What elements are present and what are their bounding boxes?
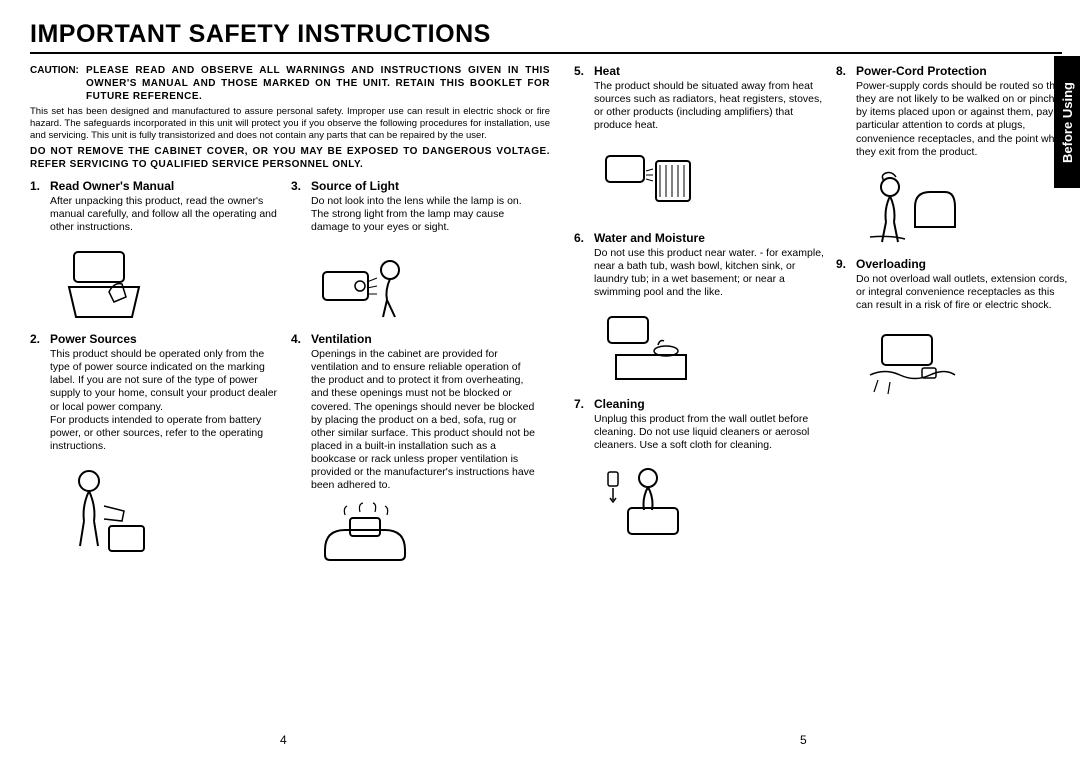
- col-3-4: 3.Source of Light Do not look into the l…: [291, 179, 538, 581]
- item5-num: 5.: [574, 64, 594, 78]
- item9-body: Do not overload wall outlets, extension …: [856, 273, 1071, 312]
- caution-block: CAUTION: PLEASE READ AND OBSERVE ALL WAR…: [30, 64, 550, 580]
- col-1-2: 1.Read Owner's Manual After unpacking th…: [30, 179, 279, 581]
- item9-num: 9.: [836, 257, 856, 271]
- item7-body: Unplug this product from the wall outlet…: [594, 413, 824, 452]
- item1-body: After unpacking this product, read the o…: [50, 195, 279, 234]
- page-title: IMPORTANT SAFETY INSTRUCTIONS: [30, 20, 1062, 54]
- item3-title: Source of Light: [311, 179, 399, 193]
- page-number-right: 5: [800, 733, 807, 747]
- item5-illustration: [598, 141, 698, 221]
- item5-body: The product should be situated away from…: [594, 80, 824, 133]
- item8-illustration: [860, 167, 960, 247]
- page-number-left: 4: [280, 733, 287, 747]
- section-tab: Before Using: [1054, 56, 1080, 188]
- item4-illustration: [315, 500, 415, 570]
- caution-label: CAUTION:: [30, 64, 86, 77]
- item4-title: Ventilation: [311, 332, 372, 346]
- section-tab-label: Before Using: [1060, 82, 1075, 163]
- intro-text: This set has been designed and manufactu…: [30, 106, 550, 142]
- item3-body: Do not look into the lens while the lamp…: [311, 195, 538, 234]
- item3-num: 3.: [291, 179, 311, 193]
- item7-illustration: [598, 460, 698, 540]
- caution-body: PLEASE READ AND OBSERVE ALL WARNINGS AND…: [86, 64, 550, 103]
- warning-text: DO NOT REMOVE THE CABINET COVER, OR YOU …: [30, 145, 550, 171]
- item3-illustration: [315, 242, 415, 322]
- item1-title: Read Owner's Manual: [50, 179, 174, 193]
- item8-title: Power-Cord Protection: [856, 64, 987, 78]
- item6-body: Do not use this product near water. - fo…: [594, 247, 824, 300]
- item2-title: Power Sources: [50, 332, 137, 346]
- item4-body: Openings in the cabinet are provided for…: [311, 348, 538, 492]
- item1-illustration: [54, 242, 154, 322]
- item7-title: Cleaning: [594, 397, 645, 411]
- item6-title: Water and Moisture: [594, 231, 705, 245]
- item2-body: This product should be operated only fro…: [50, 348, 279, 453]
- item2-num: 2.: [30, 332, 50, 346]
- item6-num: 6.: [574, 231, 594, 245]
- item6-illustration: [598, 307, 698, 387]
- col-5-7: 5.Heat The product should be situated aw…: [574, 64, 824, 580]
- page: IMPORTANT SAFETY INSTRUCTIONS CAUTION: P…: [0, 0, 1080, 763]
- item9-illustration: [860, 320, 960, 400]
- item1-num: 1.: [30, 179, 50, 193]
- item8-body: Power-supply cords should be routed so t…: [856, 80, 1071, 159]
- item7-num: 7.: [574, 397, 594, 411]
- item5-title: Heat: [594, 64, 620, 78]
- item9-title: Overloading: [856, 257, 926, 271]
- item2-illustration: [54, 461, 154, 561]
- item8-num: 8.: [836, 64, 856, 78]
- item4-num: 4.: [291, 332, 311, 346]
- col-8-9: 8.Power-Cord Protection Power-supply cor…: [836, 64, 1071, 580]
